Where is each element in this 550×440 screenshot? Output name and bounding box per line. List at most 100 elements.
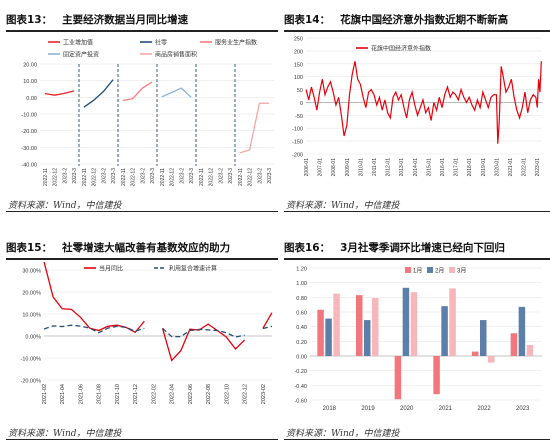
y-tick-label: -100 <box>292 127 303 133</box>
source-note: 资料来源：Wind，中信建投 <box>8 429 122 439</box>
y-tick-label: 150 <box>294 62 303 68</box>
x-tick-label: 2023-2 <box>218 168 224 184</box>
y-tick-label: -10.00 <box>21 113 37 119</box>
x-tick-label: 2022-12 <box>209 168 215 187</box>
legend-entry-citi-surprise: 花旗中国经济意外指数 <box>371 45 431 53</box>
bar-2020-1月 <box>394 356 402 400</box>
legend-entry-固定资产投资: 固定资产投资 <box>63 51 99 59</box>
chart-title-text: 花旗中国经济意外指数近期不断新高 <box>340 13 509 26</box>
x-tick-label: 2019 <box>361 406 375 412</box>
series-line-服务业生产指数 <box>122 81 153 102</box>
x-tick-label: 2022-06 <box>188 384 194 404</box>
series-line-商品房销售面积 <box>239 102 270 154</box>
chart-number: 图表13： <box>6 13 53 26</box>
legend-entry-monthly-yoy: 当月同比 <box>99 265 123 273</box>
x-tick-label: 2022-12 <box>92 168 98 187</box>
x-tick-label: 2023-2 <box>257 168 263 184</box>
bar-2018-3月 <box>333 293 340 356</box>
series-line-citi-surprise <box>305 61 542 144</box>
series-line-当月同比 <box>43 262 145 334</box>
x-tick-label: 2006-01 <box>304 158 310 177</box>
x-tick-label: 2023-02 <box>261 384 267 404</box>
chart-title-text: 主要经济数据当月同比增速 <box>62 13 189 26</box>
x-tick-label: 2022-12 <box>131 168 137 187</box>
y-tick-label: -200 <box>292 153 303 159</box>
chart-number: 图表15： <box>6 241 53 254</box>
divider <box>284 211 550 212</box>
legend-entry-服务业生产指数: 服务业生产指数 <box>215 39 257 47</box>
series-line-当月同比 <box>161 323 246 362</box>
y-tick-label: 250 <box>294 37 303 43</box>
x-tick-label: 2022-11 <box>238 168 244 186</box>
x-tick-label: 2015-01 <box>426 158 432 177</box>
bar-2023-3月 <box>526 345 534 356</box>
chart-title: 图表13： 主要经济数据当月同比增速 <box>6 8 278 32</box>
bar-2020-2月 <box>402 287 410 356</box>
x-tick-label: 2022-12 <box>243 384 249 404</box>
legend-entry-2月: 2月 <box>435 268 444 275</box>
x-tick-label: 2017-01 <box>454 158 460 177</box>
y-tick-label: -40.00 <box>21 163 37 169</box>
chart-13-svg: 20.00 10.00 0.00 -10.00 -20.00 -30.00 -40.00 20… <box>21 39 274 187</box>
bar-2018-1月 <box>317 309 324 356</box>
x-tick-label: 2022-02 <box>151 384 157 404</box>
y-tick-label: 0.40 <box>296 325 307 331</box>
x-tick-label: 2022-11 <box>199 168 205 186</box>
x-tick-label: 2007-01 <box>318 158 324 177</box>
divider <box>6 211 278 212</box>
series-line-当月同比 <box>262 312 273 329</box>
y-tick-label: 0 <box>300 101 303 107</box>
x-tick-label: 2021-01 <box>508 158 514 177</box>
x-tick-label: 2022-04 <box>170 384 176 404</box>
x-tick-label: 2022-08 <box>206 384 212 404</box>
x-tick-label: 2022-01 <box>522 158 528 177</box>
series-line-社零 <box>83 79 114 108</box>
y-tick-label: 0.00 <box>26 96 37 102</box>
source-note: 资料来源：Wind，中信建投 <box>8 201 122 211</box>
x-tick-label: 2020 <box>400 406 414 412</box>
y-tick-label: 0.20 <box>296 340 307 346</box>
x-tick-label: 2022 <box>477 406 491 412</box>
x-tick-label: 2021-12 <box>133 384 139 404</box>
bar-2022-2月 <box>480 320 487 356</box>
x-tick-label: 2014-01 <box>413 158 419 177</box>
x-tick-label: 2022-10 <box>224 384 230 404</box>
chart-title: 图表14： 花旗中国经济意外指数近期不断新高 <box>284 8 550 32</box>
x-tick-label: 2022-12 <box>248 168 254 187</box>
y-tick-label: -0.20 <box>294 369 307 375</box>
y-tick-label: -0.40 <box>294 384 307 390</box>
series-line-利用复合增速计算 <box>43 324 145 334</box>
legend-entry-1月: 1月 <box>413 268 422 275</box>
y-tick-label: 0.60 <box>296 311 307 317</box>
x-tick-label: 2023-3 <box>228 168 234 184</box>
x-tick-label: 2021-10 <box>115 384 121 404</box>
x-tick-label: 2008-01 <box>331 158 337 177</box>
series-line-利用复合增速计算 <box>162 327 245 338</box>
bar-2023-1月 <box>510 333 518 356</box>
x-tick-label: 2022-12 <box>53 168 59 187</box>
x-tick-label: 2023-3 <box>111 168 117 184</box>
chart-title-text: 社零增速大幅改善有基数效应的助力 <box>62 241 231 254</box>
x-tick-label: 2023-2 <box>62 168 68 184</box>
x-tick-label: 2023-2 <box>179 168 185 184</box>
y-tick-label: -10.00% <box>21 357 42 363</box>
x-tick-label: 2023-3 <box>267 168 273 184</box>
x-tick-label: 2021-08 <box>97 384 103 404</box>
bar-2021-3月 <box>449 288 456 356</box>
legend-entry-商品房销售面积: 商品房销售面积 <box>155 51 197 59</box>
chart-title: 图表15： 社零增速大幅改善有基数效应的助力 <box>6 236 278 260</box>
series-line-利用复合增速计算 <box>262 325 273 330</box>
y-tick-label: -30.00 <box>21 146 37 152</box>
x-tick-label: 2023 <box>516 406 530 412</box>
x-tick-label: 2009-01 <box>345 158 351 177</box>
x-tick-label: 2022-11 <box>121 168 127 186</box>
x-tick-label: 2018-01 <box>467 158 473 177</box>
x-tick-label: 2023-2 <box>140 168 146 184</box>
x-tick-label: 2019-01 <box>481 158 487 177</box>
x-tick-label: 2022-11 <box>43 168 49 186</box>
y-tick-label: 30.00% <box>22 269 41 275</box>
bar-2020-3月 <box>410 292 418 356</box>
chart-16-svg: 1.20 1.00 0.80 0.60 0.40 0.20 0.00 -0.20 -0.40 -0… <box>294 267 542 412</box>
bar-2019-1月 <box>356 295 363 356</box>
x-tick-label: 2022-11 <box>82 168 88 186</box>
